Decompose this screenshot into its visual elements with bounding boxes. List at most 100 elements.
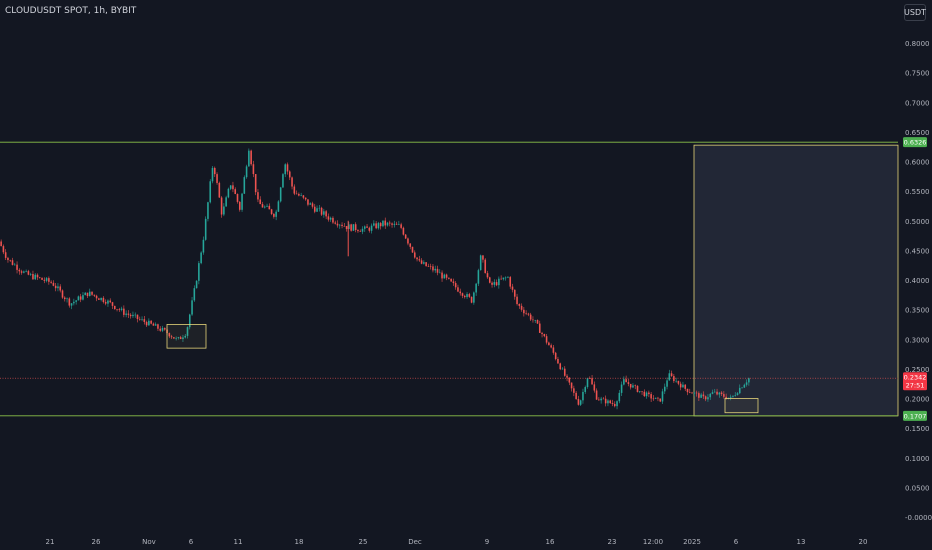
candle-body xyxy=(716,391,718,395)
candle-body xyxy=(707,397,709,400)
candle-body xyxy=(404,234,407,239)
candle-body xyxy=(698,393,700,398)
candle-body xyxy=(234,189,237,194)
candle-body xyxy=(479,255,482,271)
candle-body xyxy=(248,150,250,167)
candle-body xyxy=(643,391,646,397)
candle-body xyxy=(661,391,664,402)
candle-body xyxy=(725,396,727,399)
candle-body xyxy=(79,296,82,300)
candle-body xyxy=(243,177,246,194)
x-tick-label: 9 xyxy=(485,538,489,546)
candle-body xyxy=(620,384,623,393)
candle-body xyxy=(359,231,362,232)
candle-body xyxy=(516,296,518,304)
candle-body xyxy=(27,271,30,275)
candle-body xyxy=(257,192,259,200)
candle-body xyxy=(136,314,139,319)
candle-body xyxy=(613,403,616,407)
candle-body xyxy=(184,335,187,338)
candle-body xyxy=(98,298,100,300)
x-tick-label: 20 xyxy=(859,538,868,546)
candle-body xyxy=(213,167,216,175)
countdown-text: 27:51 xyxy=(906,382,925,390)
candle-body xyxy=(595,390,598,400)
candle-body xyxy=(452,281,455,284)
candle-body xyxy=(413,252,416,258)
candle-body xyxy=(332,217,334,223)
candle-body xyxy=(279,187,282,202)
candle-body xyxy=(438,272,441,274)
range-box xyxy=(693,144,899,417)
candle-body xyxy=(623,379,625,385)
candle-body xyxy=(209,181,212,203)
x-tick-label: 23 xyxy=(608,538,617,546)
candle-body xyxy=(488,277,491,283)
candle-body xyxy=(568,377,571,383)
candle-body xyxy=(741,387,743,389)
candle-body xyxy=(127,313,130,315)
candle-body xyxy=(329,217,332,220)
candle-body xyxy=(218,182,221,198)
candle-body xyxy=(498,278,500,286)
candle-body xyxy=(4,252,7,258)
y-tick-label: 0.5000 xyxy=(905,218,930,226)
candle-body xyxy=(395,223,398,225)
candle-body xyxy=(368,227,371,231)
candle-body xyxy=(582,391,584,401)
candle-body xyxy=(457,287,459,292)
candle-body xyxy=(377,223,380,229)
candle-body xyxy=(138,318,141,320)
candle-body xyxy=(245,166,248,178)
candle-body xyxy=(70,303,73,306)
candle-body xyxy=(673,376,675,382)
candle-body xyxy=(66,298,68,300)
candle-body xyxy=(745,382,748,385)
candle-body xyxy=(366,226,368,228)
candle-body xyxy=(411,246,414,253)
candle-body xyxy=(341,224,343,227)
candle-body xyxy=(536,320,539,324)
candle-body xyxy=(198,263,200,281)
x-tick-label: 25 xyxy=(359,538,368,546)
currency-unit-button[interactable]: USDT xyxy=(904,4,926,21)
candle-body xyxy=(543,334,546,337)
candle-body xyxy=(211,167,214,182)
candle-body xyxy=(168,333,171,337)
candle-body xyxy=(443,274,446,279)
price-axis[interactable]: 0.8000 0.7500 0.7000 0.6500 0.6000 0.5500 0.50… xyxy=(905,40,932,522)
candle-body xyxy=(663,386,666,392)
candle-body xyxy=(57,286,59,289)
candle-body xyxy=(361,228,364,232)
time-axis[interactable]: 21 26 Nov 6 11 18 25 Dec 9 16 23 12:00 2025 6 13 20 xyxy=(46,538,868,546)
candle-body xyxy=(302,195,305,198)
candle-body xyxy=(323,211,325,215)
candle-body xyxy=(229,185,232,189)
candle-body xyxy=(468,294,471,297)
y-tick-label: 0.6500 xyxy=(905,129,930,137)
candle-body xyxy=(484,259,487,274)
candle-body xyxy=(627,382,630,384)
candle-body xyxy=(538,323,541,333)
candle-body xyxy=(391,223,393,225)
candle-body xyxy=(657,397,659,399)
candle-body xyxy=(352,224,355,231)
candle-body xyxy=(561,368,564,370)
candle-body xyxy=(313,206,316,212)
candle-body xyxy=(216,174,218,183)
candle-body xyxy=(679,383,682,388)
candle-body xyxy=(325,211,327,217)
candle-body xyxy=(223,206,225,215)
candle-body xyxy=(491,282,493,285)
candle-body xyxy=(416,257,418,260)
candle-body xyxy=(593,384,596,391)
candle-body xyxy=(604,398,607,404)
candle-body xyxy=(13,264,16,266)
candle-body xyxy=(159,328,162,331)
x-tick-label: 21 xyxy=(46,538,55,546)
candle-body xyxy=(354,224,357,231)
candle-body xyxy=(541,332,543,335)
candle-body xyxy=(50,281,52,283)
